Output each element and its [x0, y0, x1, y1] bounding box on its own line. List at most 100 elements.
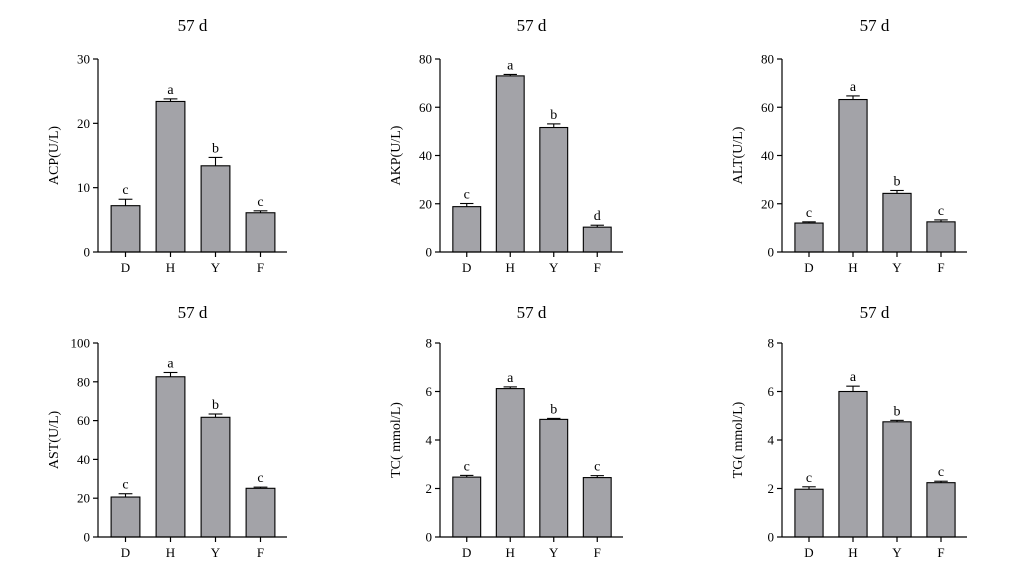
error-bar-H [503, 73, 517, 76]
y-axis-label: AKP(U/L) [389, 125, 404, 185]
significance-label: c [257, 195, 263, 210]
significance-label: c [464, 459, 470, 474]
bar-Y [200, 165, 231, 253]
error-bar-F [934, 219, 948, 222]
error-bar-D [802, 221, 816, 224]
y-tick-label: 2 [426, 481, 433, 496]
y-tick-label: 8 [426, 336, 433, 351]
x-tick-label: F [594, 545, 601, 560]
significance-label: b [212, 398, 219, 413]
significance-label: d [594, 209, 601, 224]
significance-label: a [850, 80, 857, 95]
significance-label: b [550, 108, 557, 123]
error-bar-F [934, 480, 948, 483]
y-tick-label: 6 [426, 384, 433, 399]
error-bar-D [460, 202, 474, 207]
bar-D [452, 476, 482, 538]
significance-label: b [894, 404, 901, 419]
x-tick-label: D [462, 260, 471, 275]
x-tick-label: D [121, 545, 130, 560]
x-tick-label: H [848, 545, 857, 560]
error-bar-Y [547, 417, 561, 420]
y-tick-label: 40 [77, 452, 90, 467]
bar-Y [882, 421, 912, 538]
bar-D [110, 205, 141, 253]
x-tick-label: D [804, 260, 813, 275]
chart-panel-4: 57 d AST(U/L) c Da Hb Yc F 0 20 40 60 80 100 [47, 303, 287, 560]
x-tick-label: Y [549, 260, 559, 275]
x-tick-label: F [257, 545, 264, 560]
y-axis-label: ALT(U/L) [731, 126, 746, 184]
bar-F [926, 221, 956, 253]
bar-F [582, 226, 612, 253]
error-bar-H [163, 98, 178, 102]
y-tick-label: 4 [768, 433, 775, 448]
x-tick-label: F [257, 260, 264, 275]
x-tick-label: H [848, 260, 857, 275]
y-axis-label: AST(U/L) [47, 411, 62, 470]
x-tick-label: F [937, 545, 944, 560]
bar-Y [882, 192, 912, 253]
bar-D [794, 488, 824, 538]
significance-label: a [167, 356, 174, 371]
significance-label: c [938, 465, 944, 480]
bar-D [110, 496, 141, 538]
x-tick-label: H [506, 260, 515, 275]
error-bar-F [253, 210, 268, 213]
x-tick-label: Y [549, 545, 559, 560]
y-axis-label: TG( mmol/L) [731, 401, 746, 478]
y-tick-label: 60 [419, 100, 432, 115]
error-bar-F [590, 224, 604, 228]
chart-title: 57 d [517, 16, 547, 35]
y-tick-label: 40 [419, 148, 432, 163]
x-tick-label: Y [892, 260, 902, 275]
x-tick-label: F [937, 260, 944, 275]
chart-title: 57 d [860, 303, 890, 322]
error-bar-F [590, 475, 604, 478]
x-tick-label: F [594, 260, 601, 275]
y-tick-label: 6 [768, 384, 775, 399]
y-tick-label: 80 [761, 52, 774, 67]
bar-F [245, 212, 276, 253]
chart-title: 57 d [178, 16, 208, 35]
bar-D [452, 206, 482, 253]
error-bar-Y [208, 156, 223, 166]
error-bar-Y [890, 189, 904, 194]
bar-Y [200, 416, 231, 538]
bar-F [582, 477, 612, 538]
significance-label: c [122, 183, 128, 198]
error-bar-D [460, 474, 474, 478]
significance-label: c [806, 206, 812, 221]
x-tick-label: Y [892, 545, 902, 560]
y-axis-label: TC( mmol/L) [389, 402, 404, 478]
y-tick-label: 60 [77, 413, 90, 428]
x-tick-label: H [166, 260, 175, 275]
y-tick-label: 0 [84, 530, 91, 545]
error-bar-D [118, 493, 133, 498]
bar-H [495, 388, 525, 538]
y-tick-label: 60 [761, 100, 774, 115]
error-bar-Y [547, 123, 561, 128]
y-tick-label: 0 [768, 245, 775, 260]
y-tick-label: 40 [761, 148, 774, 163]
bar-H [838, 98, 868, 253]
significance-label: b [212, 141, 219, 156]
bar-H [155, 100, 186, 253]
bar-H [155, 376, 186, 538]
y-tick-label: 20 [77, 491, 90, 506]
chart-title: 57 d [860, 16, 890, 35]
significance-label: a [167, 83, 174, 98]
y-tick-label: 0 [84, 245, 91, 260]
error-bar-D [802, 486, 816, 490]
chart-title: 57 d [178, 303, 208, 322]
error-bar-H [846, 385, 860, 392]
y-tick-label: 4 [426, 433, 433, 448]
error-bar-Y [890, 419, 904, 422]
error-bar-H [846, 95, 860, 100]
y-tick-label: 8 [768, 336, 775, 351]
y-tick-label: 0 [426, 245, 433, 260]
bar-D [794, 222, 824, 253]
x-tick-label: Y [211, 545, 221, 560]
bar-Y [539, 418, 569, 538]
